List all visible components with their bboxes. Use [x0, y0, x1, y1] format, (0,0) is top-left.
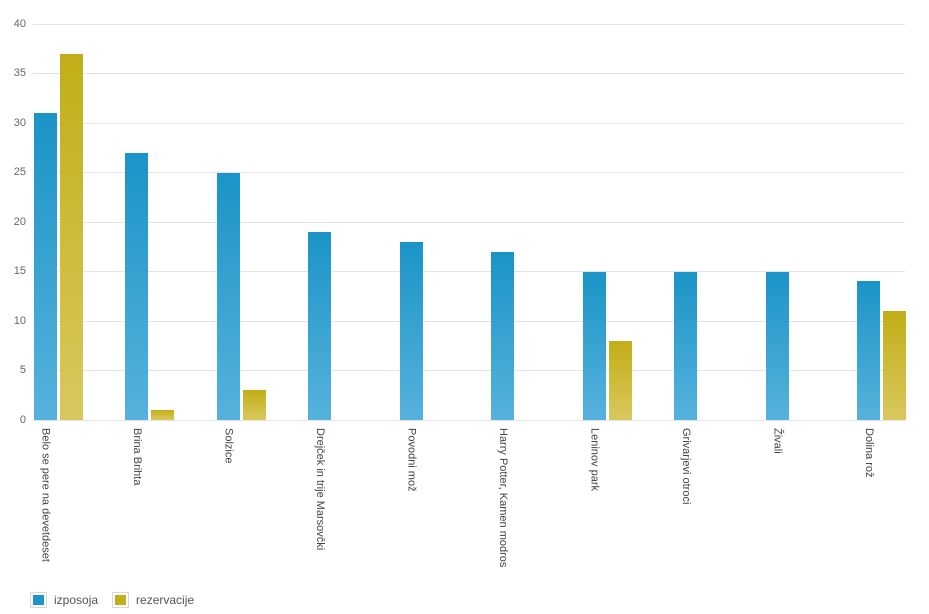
bar-rezervacije-1[interactable]: [151, 410, 175, 420]
plot-area: [33, 23, 907, 421]
x-axis-category-label-7: Grivarjevi otroci: [679, 428, 692, 505]
y-axis-tick-label-15: 15: [13, 265, 26, 277]
bar-rezervacije-6[interactable]: [608, 340, 632, 420]
legend: izposoja rezervacije: [30, 592, 194, 608]
y-axis-tick-label-20: 20: [13, 215, 26, 228]
x-axis-category-label-0: Belo se pere na devetdeset: [39, 428, 52, 562]
x-axis-category-label-5: Harry Potter, Kamen modros: [496, 428, 509, 568]
bar-izposoja-3[interactable]: [308, 231, 332, 420]
legend-label-rezervacije: rezervacije: [136, 593, 195, 607]
bar-izposoja-5[interactable]: [491, 251, 515, 420]
x-axis-category-label-1: Brina Brihta: [130, 428, 143, 486]
y-axis-tick-label-10: 10: [13, 314, 26, 327]
legend-item-izposoja[interactable]: izposoja: [30, 592, 98, 608]
x-axis-category-label-2: Solzice: [222, 428, 235, 464]
legend-swatch-izposoja: [30, 592, 47, 608]
gridline-y-30: [33, 122, 905, 124]
gridline-y-25: [33, 172, 905, 173]
x-axis-category-label-4: Povodni mož: [405, 428, 418, 492]
legend-item-rezervacije[interactable]: rezervacije: [112, 592, 194, 608]
y-axis-tick-label-30: 30: [13, 116, 26, 129]
y-axis-tick-label-25: 25: [13, 166, 26, 178]
x-axis-category-label-3: Drejček in trije Marsovčki: [313, 428, 326, 551]
bar-rezervacije-0[interactable]: [60, 53, 83, 420]
bar-rezervacije-2[interactable]: [242, 390, 266, 420]
x-axis-category-label-8: Živali: [771, 428, 784, 454]
gridline-y-40: [33, 23, 905, 25]
legend-swatch-rezervacije: [112, 592, 130, 608]
bar-izposoja-0[interactable]: [34, 113, 57, 420]
bar-izposoja-2[interactable]: [216, 172, 240, 420]
x-axis-category-label-9: Dolina rož: [862, 428, 875, 478]
gridline-y-10: [33, 320, 905, 322]
bar-izposoja-9[interactable]: [857, 281, 881, 420]
y-axis-tick-label-0: 0: [19, 413, 26, 426]
gridline-y-20: [33, 221, 905, 223]
bar-izposoja-1[interactable]: [125, 152, 149, 420]
gridline-y-15: [33, 271, 905, 272]
legend-label-izposoja: izposoja: [54, 593, 99, 607]
bar-rezervacije-9[interactable]: [883, 311, 907, 420]
bar-izposoja-6[interactable]: [582, 271, 606, 420]
bar-izposoja-7[interactable]: [674, 271, 698, 420]
gridline-y-5: [33, 370, 905, 371]
y-axis-tick-label-5: 5: [19, 364, 26, 376]
y-axis-tick-label-35: 35: [13, 67, 26, 79]
bar-izposoja-4[interactable]: [399, 241, 423, 420]
gridline-y-0: [33, 419, 905, 421]
y-axis-tick-label-40: 40: [13, 17, 26, 30]
bar-izposoja-8[interactable]: [765, 271, 789, 420]
gridline-y-35: [33, 73, 905, 74]
x-axis-category-label-6: Leninov park: [588, 428, 601, 491]
